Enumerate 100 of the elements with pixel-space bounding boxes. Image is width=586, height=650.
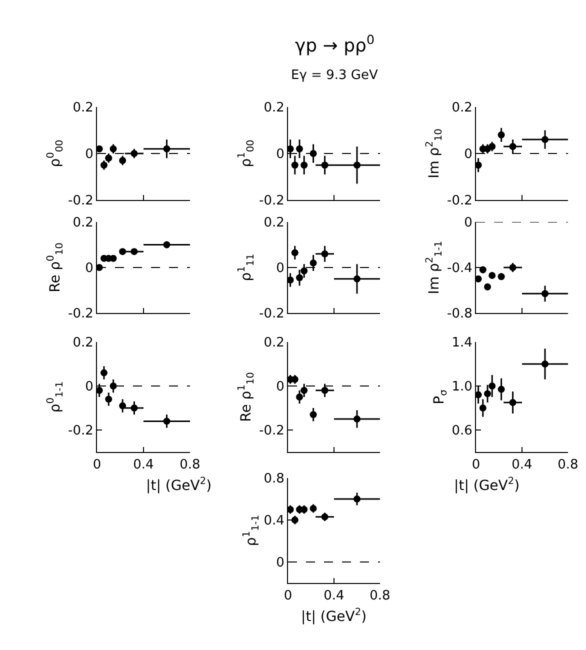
point: [288, 145, 294, 152]
y-tick-label: 0: [276, 556, 284, 571]
point: [479, 404, 486, 412]
x-tick-label: 0.8: [180, 458, 200, 473]
y-tick-label: 0.2: [72, 336, 94, 351]
point: [296, 394, 303, 400]
y-tick-label: 0: [276, 147, 284, 162]
x-tick-label: 0.4: [512, 458, 532, 473]
point: [509, 143, 516, 150]
y-tick-label: -0.2: [68, 424, 94, 439]
point: [498, 386, 505, 393]
point: [542, 136, 548, 144]
point: [291, 162, 298, 169]
point: [288, 276, 294, 284]
y-tick-label: -0.4: [447, 261, 472, 276]
point: [300, 386, 308, 394]
x-axis-title: |t| (GeV$^{2}$): [301, 607, 367, 625]
point: [321, 513, 328, 520]
y-tick-label: 0: [85, 261, 94, 276]
point: [542, 290, 548, 298]
point: [354, 275, 360, 282]
y-tick-label: 0.2: [264, 100, 284, 116]
point: [476, 275, 482, 282]
y-tick-label: 0.2: [452, 100, 472, 116]
point: [321, 250, 328, 258]
point: [288, 506, 294, 513]
y-tick-label: -0.2: [259, 194, 284, 209]
point: [97, 264, 103, 271]
y-tick-label: 0: [276, 380, 284, 395]
point: [354, 416, 360, 422]
point: [105, 396, 112, 403]
y-tick-label: 0.2: [264, 216, 284, 231]
point: [105, 154, 112, 162]
chart-title: γp → pρ$^{0}$: [295, 32, 374, 57]
y-tick-label: 0.4: [264, 514, 284, 529]
y-tick-label: 0: [85, 147, 94, 162]
point: [100, 162, 108, 169]
y-tick-label: -0.2: [259, 424, 284, 439]
point: [488, 143, 496, 150]
point: [354, 162, 360, 169]
y-tick-label: -0.8: [447, 306, 472, 322]
point: [119, 248, 126, 256]
y-tick-label: 1.0: [452, 380, 472, 395]
point: [321, 386, 328, 394]
x-tick-label: 0.8: [558, 458, 578, 473]
point: [488, 272, 496, 279]
point: [110, 254, 117, 262]
y-tick-label: 0.2: [72, 100, 94, 116]
point: [498, 131, 505, 138]
point: [100, 369, 108, 376]
point: [310, 411, 317, 418]
y-tick-label: -0.2: [259, 306, 284, 322]
y-tick-label: 0: [464, 216, 472, 231]
y-tick-label: 0: [85, 380, 94, 395]
point: [300, 267, 308, 274]
point: [310, 259, 317, 266]
chart-subtitle: Eγ = 9.3 GeV: [291, 68, 378, 83]
point: [476, 162, 482, 169]
point: [291, 249, 298, 256]
point: [300, 506, 308, 513]
point: [110, 145, 117, 152]
y-tick-label: 1.4: [452, 336, 472, 351]
point: [97, 145, 103, 152]
point: [509, 264, 516, 271]
x-axis-title: |t| (GeV$^{2}$): [454, 476, 520, 494]
point: [300, 162, 308, 169]
point: [97, 386, 103, 394]
point: [163, 418, 170, 425]
point: [484, 283, 491, 290]
point: [310, 504, 317, 512]
x-axis-title: |t| (GeV$^{2}$): [146, 476, 212, 494]
point: [291, 516, 298, 524]
y-tick-label: 0.6: [452, 424, 472, 439]
point: [130, 248, 138, 256]
point: [119, 402, 126, 410]
point: [479, 266, 486, 274]
y-tick-label: 0: [276, 261, 284, 276]
point: [354, 496, 360, 502]
y-tick-label: -0.2: [447, 194, 472, 209]
point: [476, 391, 482, 398]
x-tick-label: 0.4: [133, 458, 154, 473]
point: [163, 241, 170, 248]
point: [296, 274, 303, 282]
point: [163, 145, 170, 152]
point: [130, 404, 138, 412]
x-tick-label: 0.4: [324, 588, 344, 604]
point: [542, 360, 548, 368]
y-tick-label: -0.2: [68, 194, 94, 209]
point: [110, 382, 117, 390]
point: [296, 145, 303, 152]
point: [509, 399, 516, 406]
point: [310, 150, 317, 157]
point: [488, 382, 496, 390]
point: [498, 273, 505, 280]
point: [484, 390, 491, 398]
y-tick-label: 0.2: [264, 336, 284, 351]
y-tick-label: 0.2: [72, 216, 94, 231]
y-tick-label: -0.2: [68, 306, 94, 322]
y-tick-label: 0.8: [264, 472, 284, 487]
x-tick-label: 0.8: [370, 588, 390, 604]
